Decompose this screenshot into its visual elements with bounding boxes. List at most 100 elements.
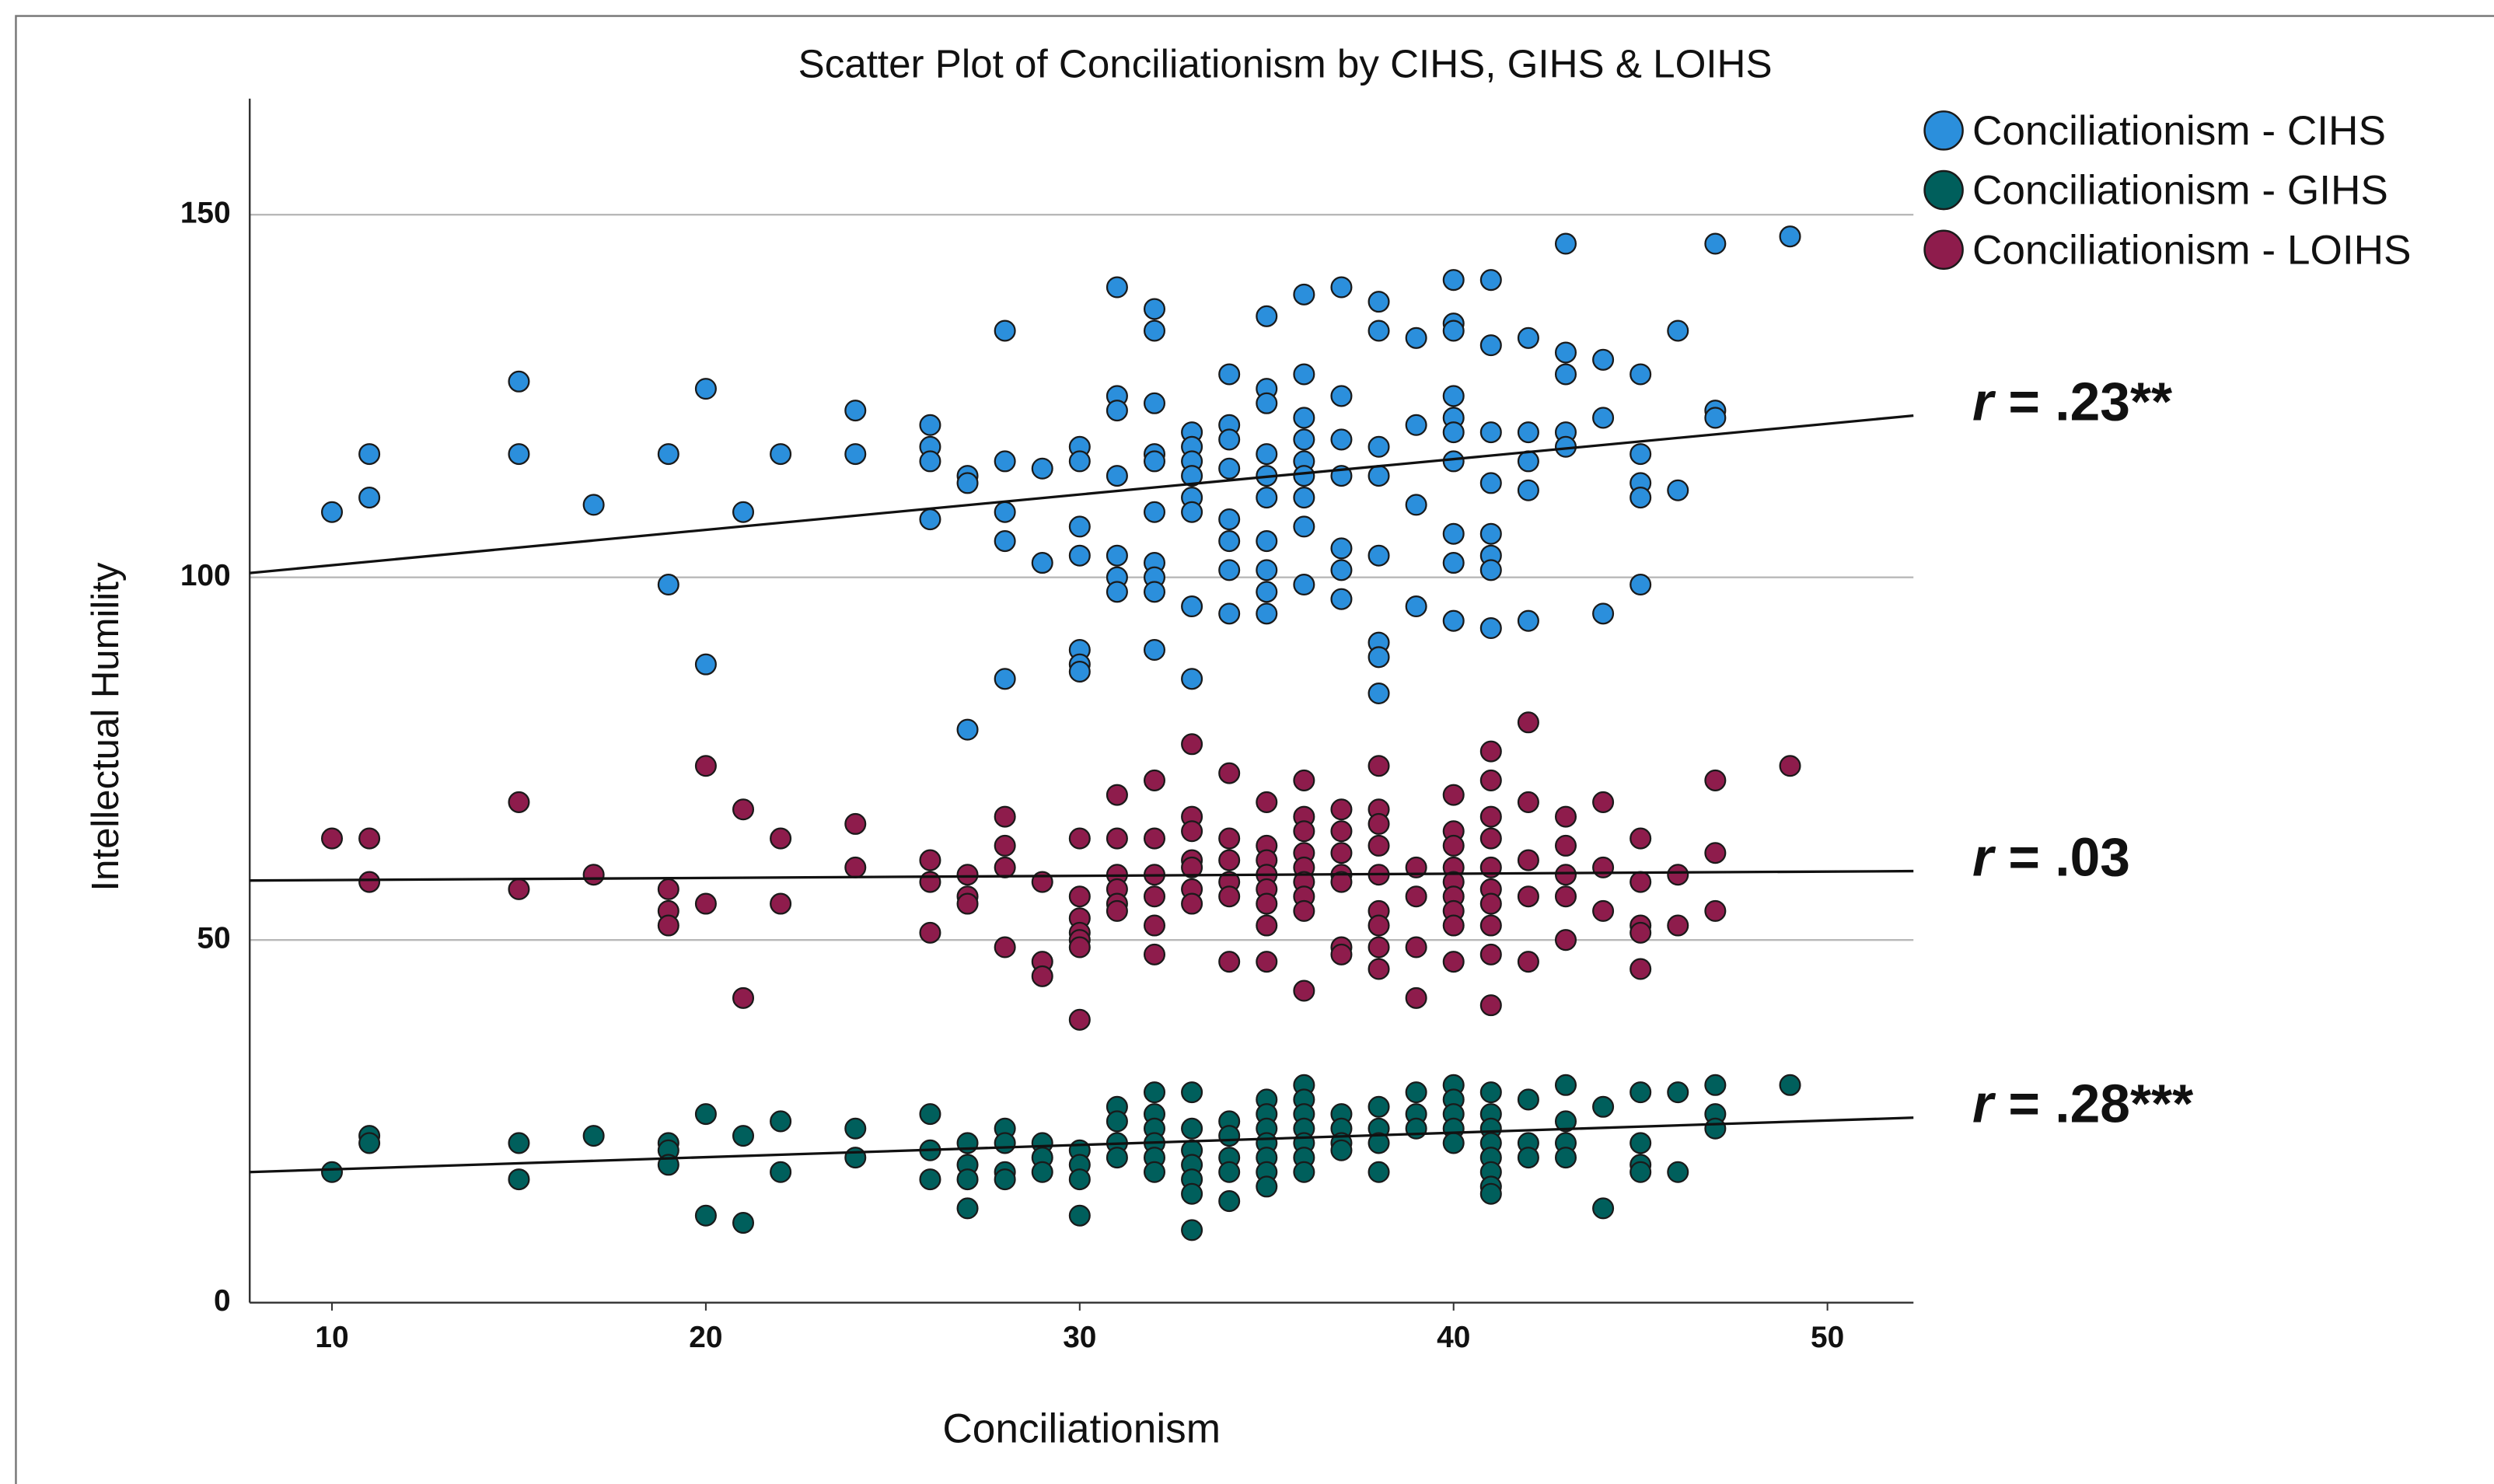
scatter-point xyxy=(1479,559,1502,581)
scatter-point xyxy=(1405,326,1427,349)
scatter-point xyxy=(770,1110,792,1133)
scatter-point xyxy=(919,414,941,436)
scatter-point xyxy=(1592,348,1615,371)
scatter-point xyxy=(1405,1081,1427,1104)
scatter-point xyxy=(1554,885,1577,908)
scatter-point xyxy=(1330,1139,1353,1161)
scatter-point xyxy=(844,1117,867,1140)
scatter-point xyxy=(1442,834,1465,857)
scatter-point xyxy=(1068,1008,1091,1031)
scatter-point xyxy=(1330,943,1353,965)
scatter-point xyxy=(1479,892,1502,915)
scatter-point xyxy=(1479,740,1502,763)
scatter-point xyxy=(1330,820,1353,843)
scatter-point xyxy=(844,443,867,466)
scatter-point xyxy=(1629,487,1652,509)
scatter-point xyxy=(919,871,941,893)
scatter-point xyxy=(1031,1161,1053,1183)
scatter-point xyxy=(956,472,979,494)
scatter-point xyxy=(1368,682,1390,704)
scatter-point xyxy=(1517,421,1539,444)
scatter-point xyxy=(1442,450,1465,473)
scatter-point xyxy=(1106,400,1128,422)
scatter-point xyxy=(1256,581,1278,603)
scatter-point xyxy=(657,443,679,466)
scatter-point xyxy=(1181,1081,1203,1104)
scatter-point xyxy=(1554,363,1577,386)
scatter-point xyxy=(1667,319,1689,342)
scatter-point xyxy=(657,914,679,937)
scatter-point xyxy=(770,827,792,850)
scatter-point xyxy=(694,1103,717,1126)
scatter-point xyxy=(1106,899,1128,922)
scatter-point xyxy=(1256,892,1278,915)
scatter-point xyxy=(1181,668,1203,690)
scatter-point xyxy=(994,1132,1016,1154)
scatter-point xyxy=(1293,363,1315,386)
scatter-point xyxy=(1592,407,1615,429)
scatter-point xyxy=(1442,319,1465,342)
scatter-point xyxy=(1405,595,1427,618)
scatter-point xyxy=(1181,1219,1203,1241)
scatter-point xyxy=(1068,1168,1091,1191)
legend-label: Conciliationism - GIHS xyxy=(1972,168,2388,214)
scatter-point xyxy=(1106,1110,1128,1133)
scatter-point xyxy=(1143,450,1166,473)
scatter-point xyxy=(1368,812,1390,835)
scatter-point xyxy=(1405,885,1427,908)
scatter-point xyxy=(844,856,867,878)
scatter-point xyxy=(1068,544,1091,567)
scatter-point xyxy=(1629,958,1652,980)
scatter-point xyxy=(1479,994,1502,1017)
scatter-point xyxy=(1442,1132,1465,1154)
x-axis-label: Conciliationism xyxy=(942,1405,1221,1451)
scatter-point xyxy=(994,1168,1016,1191)
scatter-point xyxy=(1405,494,1427,516)
x-tick-label: 50 xyxy=(1811,1321,1844,1354)
scatter-point xyxy=(919,450,941,473)
scatter-point xyxy=(694,1204,717,1227)
scatter-point xyxy=(582,864,605,886)
x-tick-label: 30 xyxy=(1063,1321,1096,1354)
scatter-point xyxy=(1330,428,1353,451)
scatter-point xyxy=(1368,1161,1390,1183)
scatter-point xyxy=(1405,414,1427,436)
scatter-point xyxy=(1368,465,1390,487)
scatter-point xyxy=(1181,465,1203,487)
scatter-point xyxy=(1330,276,1353,299)
scatter-point xyxy=(1479,1182,1502,1205)
scatter-point xyxy=(1368,544,1390,567)
scatter-point xyxy=(1779,225,1801,248)
scatter-point xyxy=(1031,552,1053,574)
scatter-point xyxy=(1181,501,1203,523)
scatter-point xyxy=(1517,951,1539,973)
y-axis-label: Intellectual Humility xyxy=(85,562,127,891)
scatter-point xyxy=(1218,457,1241,480)
scatter-point xyxy=(1704,407,1727,429)
scatter-point xyxy=(770,892,792,915)
scatter-point xyxy=(1779,755,1801,777)
scatter-point xyxy=(1330,798,1353,821)
scatter-point xyxy=(1293,515,1315,538)
scatter-point xyxy=(1368,834,1390,857)
scatter-point xyxy=(732,501,755,523)
scatter-point xyxy=(1592,1197,1615,1220)
scatter-point xyxy=(320,1161,344,1183)
scatter-point xyxy=(1554,341,1577,364)
scatter-point xyxy=(1256,791,1278,813)
scatter-point xyxy=(844,812,867,835)
x-tick-label: 40 xyxy=(1437,1321,1470,1354)
scatter-point xyxy=(1368,435,1390,458)
y-tick-label: 150 xyxy=(180,196,231,229)
scatter-point xyxy=(1256,305,1278,327)
scatter-point xyxy=(1143,943,1166,965)
scatter-point xyxy=(919,849,941,871)
scatter-point xyxy=(1554,232,1577,255)
scatter-point xyxy=(1330,537,1353,560)
scatter-point xyxy=(1143,638,1166,662)
scatter-point xyxy=(1031,965,1053,987)
scatter-point xyxy=(1106,581,1128,603)
scatter-point xyxy=(1405,1117,1427,1140)
scatter-point xyxy=(1181,892,1203,915)
scatter-point xyxy=(1554,929,1577,952)
